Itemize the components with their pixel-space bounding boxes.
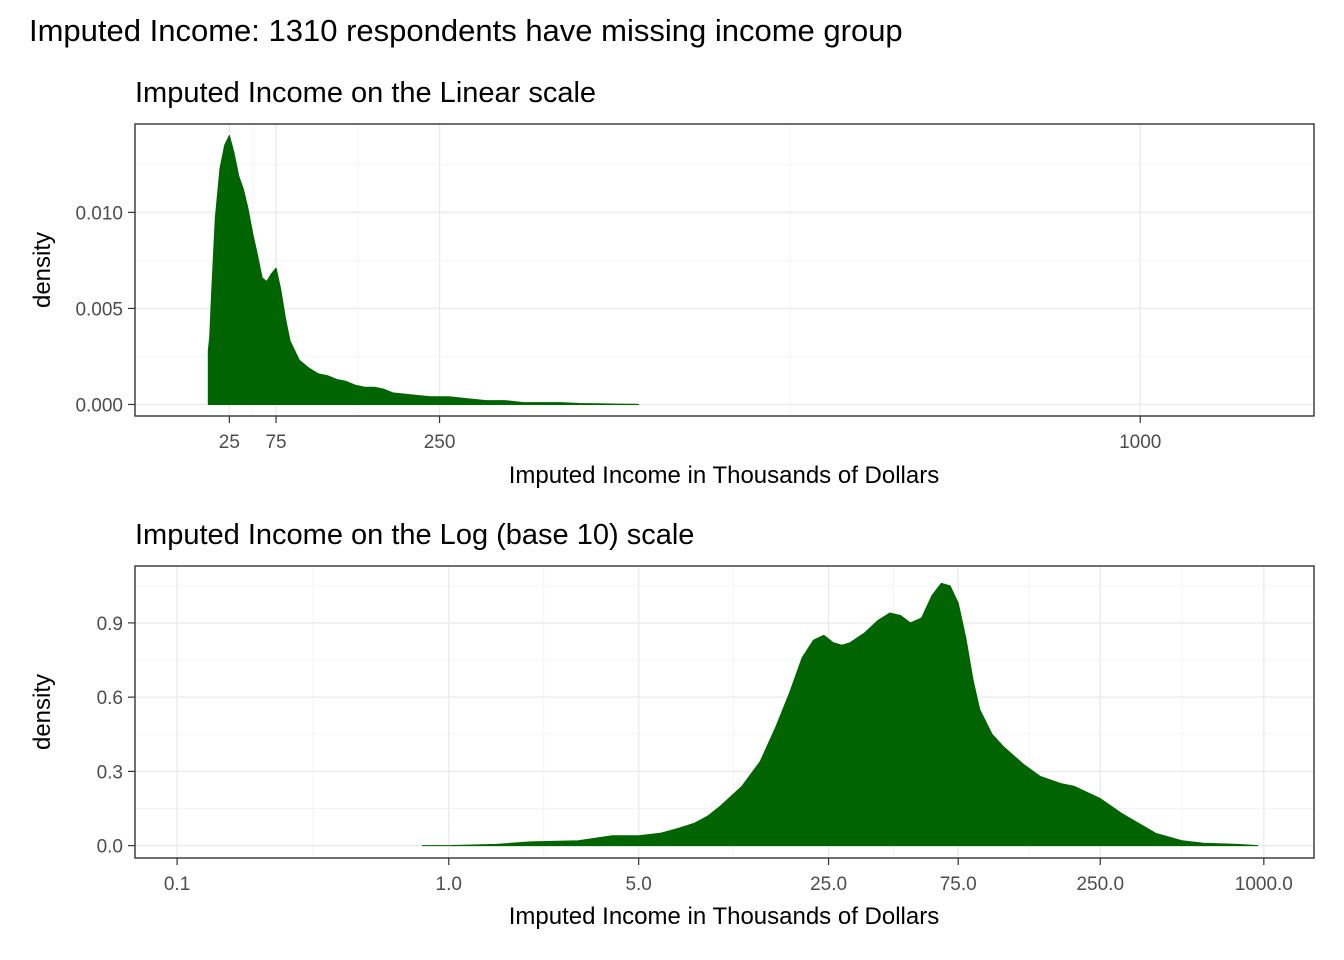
log-x-tick-label: 25.0 xyxy=(810,874,847,895)
linear-panel-border xyxy=(134,123,1315,417)
log-x-tick-label: 1000.0 xyxy=(1235,874,1293,895)
log-density-layer xyxy=(421,582,1259,847)
log-density-area xyxy=(421,582,1259,847)
log-x-tick-label: 75.0 xyxy=(940,874,977,895)
log-y-tick-label: 0.9 xyxy=(97,614,123,635)
linear-density-layer xyxy=(207,135,640,405)
log-y-ticks: 0.0 0.3 0.6 0.9 xyxy=(97,614,135,858)
linear-plot-background xyxy=(135,124,1314,416)
log-panel-title: Imputed Income on the Log (base 10) scal… xyxy=(135,519,694,551)
log-x-tick-label: 5.0 xyxy=(625,874,651,895)
log-panel-border xyxy=(134,565,1315,859)
linear-x-tick-label: 25 xyxy=(219,432,240,453)
linear-x-tick-label: 75 xyxy=(265,432,286,453)
linear-y-tick-label: 0.005 xyxy=(75,299,123,320)
linear-y-ticks: 0.000 0.005 0.010 xyxy=(75,203,135,416)
linear-y-tick-label: 0.010 xyxy=(75,203,123,224)
log-x-axis-title: Imputed Income in Thousands of Dollars xyxy=(509,903,939,930)
linear-y-axis-title: density xyxy=(29,232,56,308)
log-x-tick-label: 250.0 xyxy=(1076,874,1124,895)
log-y-tick-label: 0.3 xyxy=(97,762,123,783)
linear-x-ticks: 25 75 250 1000 xyxy=(219,416,1161,453)
log-x-tick-label: 1.0 xyxy=(436,874,462,895)
linear-scale-panel: Imputed Income on the Linear scale 25 75 2… xyxy=(29,77,1315,489)
log-x-tick-label: 0.1 xyxy=(164,874,190,895)
linear-x-axis-title: Imputed Income in Thousands of Dollars xyxy=(509,462,939,489)
log-scale-panel: Imputed Income on the Log (base 10) scal… xyxy=(29,519,1315,930)
linear-density-area xyxy=(207,135,640,405)
log-grid xyxy=(135,566,1314,858)
linear-x-tick-label: 1000 xyxy=(1119,432,1161,453)
linear-y-tick-label: 0.000 xyxy=(75,395,123,416)
log-y-axis-title: density xyxy=(29,674,56,750)
linear-panel-title: Imputed Income on the Linear scale xyxy=(135,77,596,109)
linear-x-tick-label: 250 xyxy=(424,432,456,453)
log-x-ticks: 0.1 1.0 5.0 25.0 75.0 250.0 1000.0 xyxy=(164,858,1293,895)
log-y-tick-label: 0.6 xyxy=(97,688,123,709)
figure-title: Imputed Income: 1310 respondents have mi… xyxy=(29,13,903,48)
log-y-tick-label: 0.0 xyxy=(97,837,123,858)
